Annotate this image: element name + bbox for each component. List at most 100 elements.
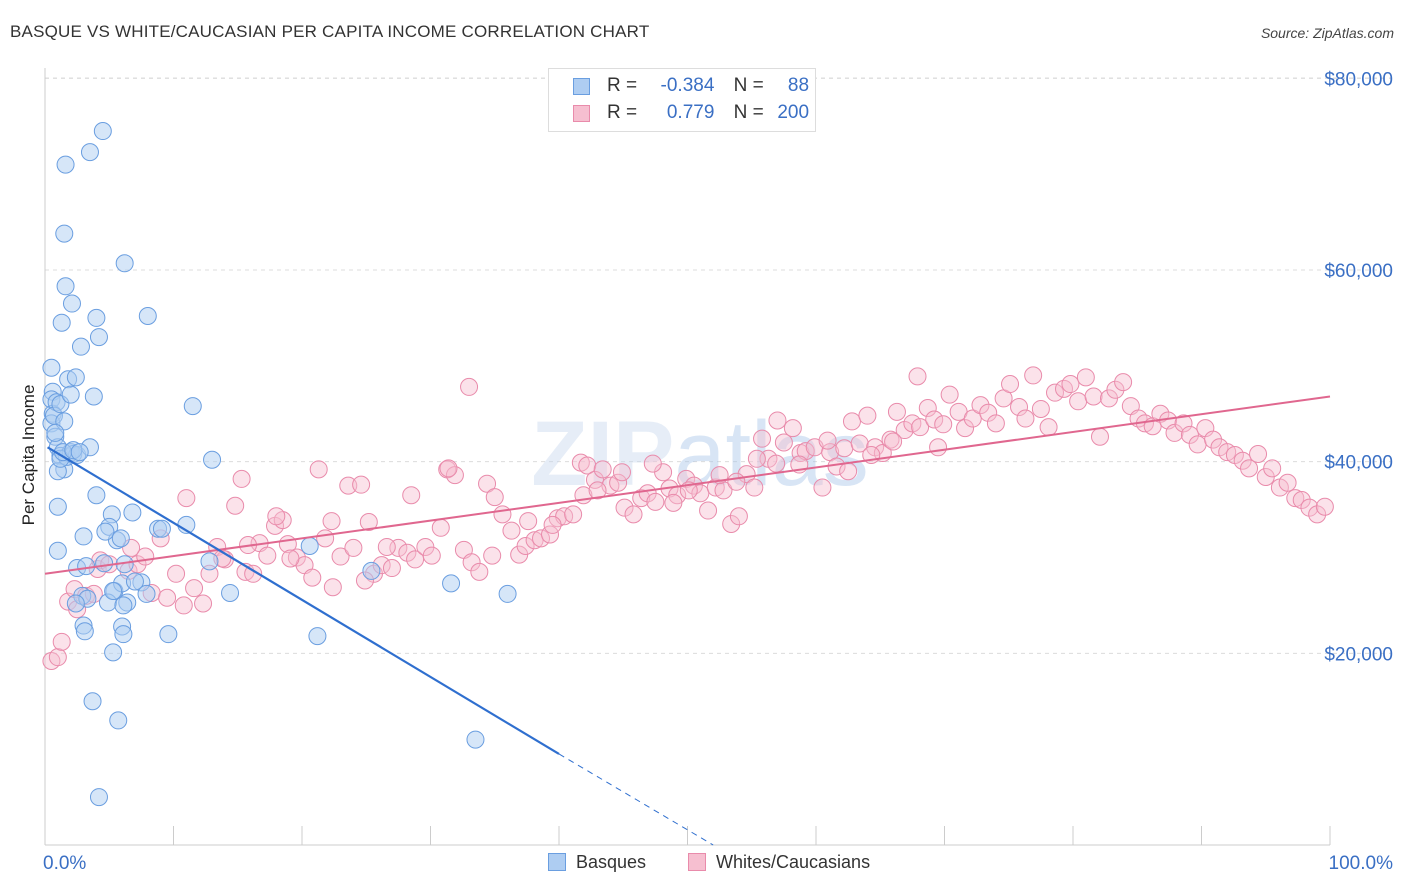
basque-point: [200, 552, 219, 571]
basque-point: [87, 308, 106, 327]
white-point: [767, 454, 786, 473]
white-point: [1278, 473, 1297, 492]
white-trend-line: [44, 395, 1331, 575]
white-point: [593, 460, 612, 479]
white-point: [52, 632, 71, 651]
basque-point: [71, 337, 90, 356]
n-value: 88: [787, 75, 810, 96]
white-point: [303, 568, 322, 587]
white-point: [908, 367, 927, 386]
basque-point: [308, 627, 327, 646]
white-point: [316, 529, 335, 548]
white-point: [1240, 459, 1259, 478]
white-point: [532, 529, 551, 548]
white-point: [979, 403, 998, 422]
white-point: [911, 418, 930, 437]
basque-point: [114, 596, 133, 615]
basque-point: [52, 313, 71, 332]
white-point: [971, 396, 990, 415]
basque-point: [104, 643, 123, 662]
basque-point: [221, 583, 240, 602]
basque-point: [183, 397, 202, 416]
white-point: [398, 543, 417, 562]
white-point: [402, 486, 421, 505]
white-point: [226, 496, 245, 515]
white-point: [483, 546, 502, 565]
white-point: [1046, 383, 1065, 402]
white-point: [460, 377, 479, 396]
x-tick-label: 100.0%: [1329, 853, 1394, 874]
white-point: [753, 429, 772, 448]
white-point: [382, 559, 401, 578]
white-point: [439, 459, 458, 478]
white-point: [929, 438, 948, 457]
legend-item-whites[interactable]: Whites/Caucasians: [688, 852, 870, 873]
white-point: [1292, 491, 1311, 509]
basque-point: [77, 557, 96, 576]
white-point: [1001, 375, 1020, 394]
white-point: [884, 432, 903, 451]
basque-point: [56, 155, 75, 174]
basque-point: [48, 497, 67, 516]
white-point: [485, 488, 504, 507]
basque-point: [109, 711, 128, 730]
white-point: [244, 564, 263, 583]
white-point: [1233, 451, 1252, 470]
white-point: [813, 478, 832, 497]
y-tick-label: $80,000: [1324, 69, 1393, 90]
white-point: [422, 546, 441, 565]
white-point: [1188, 435, 1207, 454]
basque-point: [498, 584, 517, 603]
basque-point: [55, 224, 74, 243]
white-point: [322, 512, 341, 531]
white-point: [956, 419, 975, 438]
white-point: [516, 537, 535, 555]
basque-points: [42, 122, 517, 807]
white-point: [1151, 404, 1170, 423]
white-point: [1249, 445, 1268, 463]
white-point: [339, 476, 358, 495]
legend-item-basques[interactable]: Basques: [548, 852, 646, 873]
white-point: [331, 547, 350, 566]
r-label: R =: [607, 75, 638, 96]
white-point: [232, 469, 251, 488]
white-point: [1069, 392, 1088, 411]
white-point: [1084, 387, 1103, 406]
white-point: [281, 549, 300, 568]
white-point: [267, 507, 286, 526]
white-legend-swatch: [688, 853, 706, 871]
white-point: [895, 421, 914, 440]
chart-title: BASQUE VS WHITE/CAUCASIAN PER CAPITA INC…: [10, 22, 650, 41]
axes: [44, 68, 1331, 846]
white-point: [624, 505, 643, 524]
white-point: [677, 469, 696, 488]
basque-point: [159, 625, 178, 644]
basque-legend-swatch: [548, 853, 566, 871]
basque-point: [442, 574, 461, 593]
basque-point: [104, 582, 123, 601]
white-point: [1031, 399, 1050, 418]
white-point: [934, 415, 953, 434]
basque-point: [300, 537, 319, 555]
basque-point: [95, 554, 114, 573]
white-point: [918, 399, 937, 417]
white-point: [462, 553, 481, 572]
white-point: [502, 521, 521, 540]
white-point: [839, 462, 858, 481]
white-caucasian-points: [42, 366, 1334, 670]
white-point: [1263, 459, 1282, 478]
basque-point: [114, 625, 133, 644]
white-point: [774, 433, 793, 452]
white-point: [940, 385, 959, 404]
basque-point: [61, 385, 80, 404]
basque-point: [137, 584, 156, 603]
white-point: [1076, 368, 1095, 387]
basque-point: [66, 368, 85, 387]
white-point: [167, 564, 186, 583]
white-point: [445, 466, 464, 485]
basque-point: [75, 622, 94, 641]
stats-legend: R = -0.384 N = 88 R = 0.779 N = 200: [548, 68, 816, 132]
y-tick-label: $20,000: [1324, 644, 1393, 665]
white-point: [1106, 380, 1125, 399]
